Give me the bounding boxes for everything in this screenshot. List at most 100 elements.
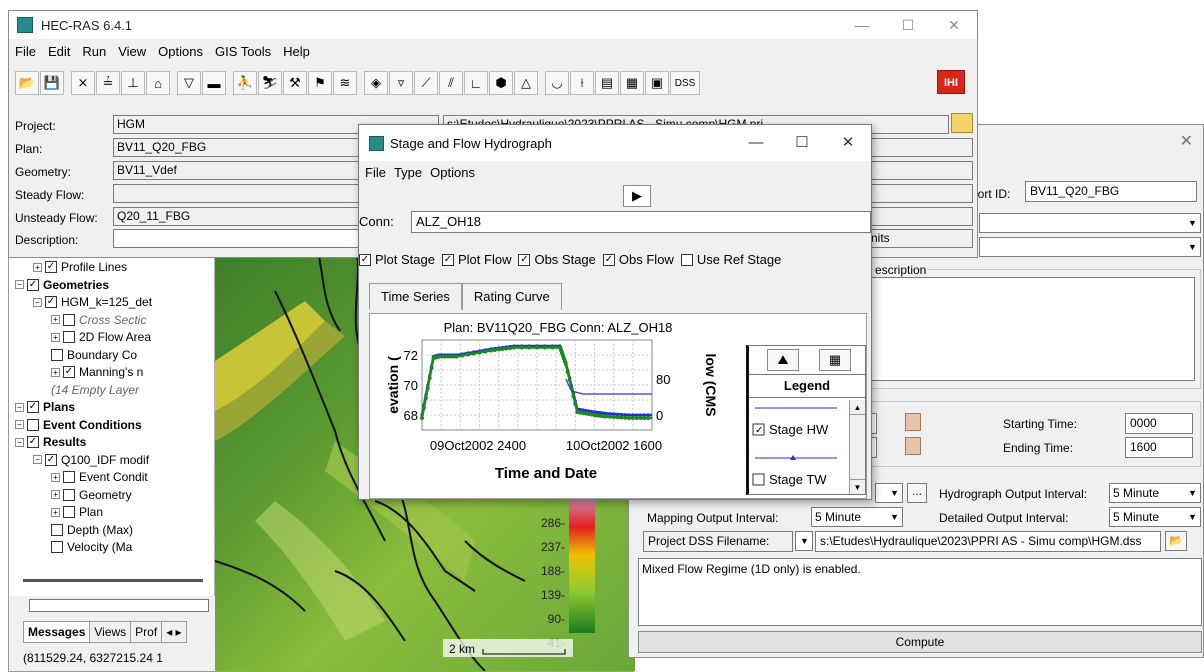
tree-node[interactable]: Boundary Co — [51, 346, 137, 363]
dss-filename-field[interactable]: s:\Etudes\Hydraulique\2023\PPRI AS - Sim… — [815, 531, 1161, 552]
dss-icon[interactable]: DSS — [670, 71, 700, 95]
checkbox-box[interactable]: ✓ — [602, 253, 615, 266]
water-quality-icon[interactable]: ▬ — [202, 71, 226, 95]
maximize-icon[interactable]: ☐ — [901, 17, 915, 33]
tree-node[interactable]: (14 Empty Layer — [51, 381, 139, 398]
wq-run-icon[interactable]: ⚑ — [308, 71, 332, 95]
unsteady-flow-icon[interactable]: ⌂ — [146, 71, 170, 95]
checkbox-box[interactable] — [680, 253, 693, 266]
expand-toggle-icon[interactable]: + — [51, 472, 60, 482]
layer-checkbox[interactable] — [63, 313, 75, 326]
layer-checkbox[interactable]: ✓ — [45, 453, 57, 466]
summary-icon[interactable]: ▣ — [645, 71, 669, 95]
expand-toggle-icon[interactable]: − — [15, 420, 24, 429]
xs-plot-icon[interactable]: ▿ — [389, 71, 413, 95]
table-icon[interactable]: ▤ — [595, 71, 619, 95]
profile-plot-icon[interactable]: ⟋ — [414, 71, 438, 95]
legend-scrollbar[interactable]: ▲ ▼ — [849, 400, 865, 494]
layer-checkbox[interactable] — [63, 488, 75, 501]
maximize-icon[interactable]: ☐ — [795, 134, 809, 151]
layer-checkbox[interactable]: ✓ — [45, 261, 57, 273]
expand-toggle-icon[interactable]: + — [33, 262, 42, 272]
tree-node[interactable]: − ✓ Plans — [15, 399, 75, 416]
layer-tree[interactable]: −✓Features+✓Profile Lines−✓Geometries−✓H… — [9, 241, 215, 596]
menu-edit[interactable]: Edit — [47, 44, 71, 59]
layer-checkbox[interactable] — [51, 541, 63, 553]
play-animation-button[interactable]: ▶ — [623, 185, 651, 207]
geometry-icon[interactable]: ⨯ — [71, 71, 95, 95]
main-title-bar[interactable]: HEC-RAS 6.4.1 — ☐ ✕ — [9, 11, 977, 39]
quasi-unsteady-icon[interactable]: ⊥ — [121, 71, 145, 95]
expand-toggle-icon[interactable]: − — [33, 297, 42, 307]
tree-node[interactable]: − Event Conditions — [15, 416, 142, 433]
sediment-run-icon[interactable]: ⚒ — [283, 71, 307, 95]
menu-help[interactable]: Help — [283, 44, 310, 59]
layer-checkbox[interactable]: ✓ — [27, 401, 39, 413]
mapping-interval-combo[interactable]: 5 Minute ▼ — [811, 507, 903, 527]
tree-node[interactable]: + ✓ Manning's n — [51, 364, 143, 381]
menu-type[interactable]: Type — [393, 165, 423, 180]
tree-node[interactable]: + Event Condit — [51, 469, 148, 486]
calendar-icon[interactable] — [905, 413, 921, 431]
calendar-icon[interactable] — [905, 437, 921, 455]
starting-time-field[interactable]: 0000 — [1125, 413, 1193, 434]
computation-interval-combo[interactable]: ▼ — [875, 483, 903, 503]
ending-time-field[interactable]: 1600 — [1125, 437, 1193, 458]
checkbox-plot-flow[interactable]: ✓ Plot Flow — [442, 252, 511, 267]
menu-file[interactable]: File — [15, 44, 36, 59]
general-profile-icon[interactable]: ∟ — [464, 71, 488, 95]
stage-flow-icon[interactable]: △ — [514, 71, 538, 95]
tree-node[interactable]: − ✓ HGM_k=125_det — [33, 294, 152, 311]
expand-toggle-icon[interactable]: + — [51, 315, 60, 324]
tree-node[interactable]: + ✓ Profile Lines — [33, 259, 127, 276]
layer-checkbox[interactable]: ✓ — [27, 436, 39, 448]
detailed-interval-combo[interactable]: 5 Minute ▼ — [1109, 507, 1201, 527]
unsteady-run-icon[interactable]: ⛷ — [258, 71, 282, 95]
sediment-icon[interactable]: ▽ — [177, 71, 201, 95]
description-text[interactable] — [869, 277, 1195, 381]
compute-button[interactable]: Compute — [638, 631, 1202, 653]
layer-checkbox[interactable] — [63, 471, 75, 483]
menu-view[interactable]: View — [118, 44, 147, 59]
menu-run[interactable]: Run — [82, 44, 107, 59]
expand-toggle-icon[interactable]: + — [51, 367, 60, 377]
open-icon[interactable]: 📂 — [15, 71, 39, 95]
unsteady-file-combo[interactable]: ▼ — [979, 237, 1201, 257]
tree-node[interactable]: +2D Flow Area — [51, 329, 151, 346]
save-icon[interactable]: 💾 — [40, 71, 64, 95]
checkbox-obs-stage[interactable]: ✓ Obs Stage — [518, 252, 596, 267]
tab-time-series[interactable]: Time Series — [369, 283, 462, 310]
layer-checkbox[interactable] — [51, 348, 63, 361]
tree-node[interactable]: Depth (Max) — [51, 521, 133, 538]
minimize-icon[interactable]: — — [855, 17, 869, 33]
tab-rating-curve[interactable]: Rating Curve — [461, 283, 562, 310]
checkbox-box[interactable]: ✓ — [359, 253, 371, 266]
checkbox-box[interactable]: ✓ — [442, 253, 454, 266]
close-icon[interactable]: ✕ — [841, 134, 855, 151]
tree-node[interactable]: + Cross Sectic — [51, 311, 146, 328]
tab-scroll-arrows[interactable]: ◂ ▸ — [161, 621, 187, 643]
table-view-button[interactable]: ▦ — [819, 349, 851, 371]
tree-node[interactable]: − ✓ Results — [15, 434, 86, 451]
short-id-field[interactable]: BV11_Q20_FBG — [1025, 181, 1197, 202]
close-icon[interactable]: ✕ — [1179, 133, 1193, 150]
geometry-file-combo[interactable]: ▼ — [979, 213, 1201, 233]
close-icon[interactable]: ✕ — [948, 17, 960, 33]
dss-filename-combo[interactable]: ▼ — [795, 531, 813, 551]
tree-horizontal-scrollbar[interactable] — [23, 579, 203, 582]
steady-run-icon[interactable]: ⛹ — [233, 71, 257, 95]
checkbox-use-ref-stage[interactable]: Use Ref Stage — [680, 252, 781, 267]
tab-views[interactable]: Views — [89, 621, 132, 643]
tree-node[interactable]: − ✓ Q100_IDF modif — [33, 451, 149, 468]
layer-checkbox[interactable]: ✓ — [27, 278, 39, 291]
expand-toggle-icon[interactable]: − — [15, 402, 24, 412]
message-input[interactable] — [29, 599, 209, 612]
expand-toggle-icon[interactable]: − — [15, 280, 24, 289]
hydrograph-interval-combo[interactable]: 5 Minute ▼ — [1109, 483, 1201, 503]
layer-checkbox[interactable] — [63, 331, 75, 343]
layer-checkbox[interactable] — [63, 506, 75, 518]
menu-file[interactable]: File — [365, 165, 386, 180]
hydrograph-title-bar[interactable]: Stage and Flow Hydrograph — ☐ ✕ — [359, 125, 871, 161]
legend-checkbox[interactable] — [752, 473, 765, 486]
tab-profiles[interactable]: Prof — [130, 621, 163, 643]
